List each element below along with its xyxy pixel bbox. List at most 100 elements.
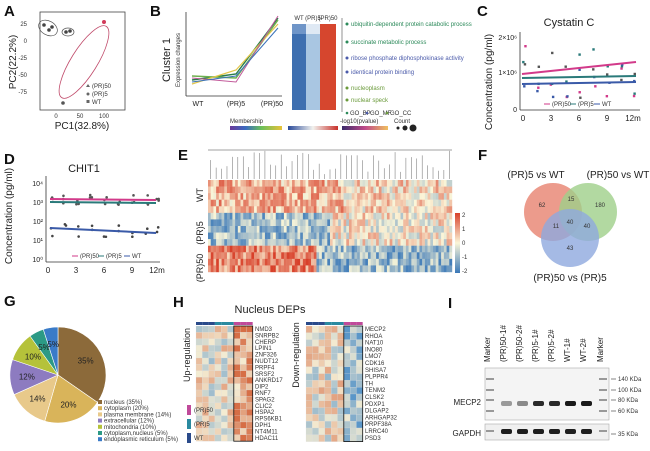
e-heat-cell bbox=[397, 226, 401, 233]
c-point bbox=[632, 94, 636, 98]
e-heat-cell bbox=[259, 232, 263, 240]
e-heat-cell bbox=[446, 252, 450, 260]
e-heat-cell bbox=[384, 232, 388, 240]
e-heat-cell bbox=[278, 219, 282, 227]
e-heat-cell bbox=[430, 219, 434, 227]
e-heat-cell bbox=[235, 239, 239, 246]
h-down-heat-cell bbox=[331, 339, 338, 347]
e-heat-cell bbox=[327, 206, 331, 214]
h-down-heat-cell bbox=[331, 434, 338, 442]
e-heat-cell bbox=[218, 226, 222, 233]
e-heat-cell bbox=[226, 206, 230, 214]
e-heat-cell bbox=[267, 265, 271, 273]
h-down-heat-cell bbox=[312, 380, 319, 388]
e-heat-cell bbox=[324, 245, 328, 253]
e-heat-cell bbox=[346, 186, 350, 194]
e-heat-cell bbox=[232, 245, 236, 253]
e-heat-cell bbox=[373, 186, 377, 194]
e-heat-cell bbox=[422, 239, 426, 246]
e-heat-cell bbox=[422, 226, 426, 233]
h-up-heat-cell bbox=[233, 332, 241, 339]
pie-legend-swatch bbox=[98, 437, 102, 442]
e-heat-cell bbox=[411, 245, 415, 253]
e-heat-cell bbox=[419, 212, 423, 220]
e-heat-cell bbox=[416, 212, 420, 220]
h-down-heat-cell bbox=[337, 332, 344, 340]
e-heat-cell bbox=[346, 239, 350, 246]
h-up-heat-cell bbox=[221, 415, 228, 423]
e-heat-cell bbox=[292, 199, 295, 207]
e-heat-cell bbox=[430, 226, 434, 233]
e-heat-cell bbox=[218, 186, 222, 194]
h-up-heat-cell bbox=[208, 325, 216, 333]
e-heat-cell bbox=[414, 206, 417, 214]
h-down-heat-cell bbox=[312, 339, 319, 347]
h-down-gene: PRPF38A bbox=[365, 422, 392, 428]
e-heat-cell bbox=[259, 206, 263, 214]
e-heat-cell bbox=[213, 252, 217, 260]
h-down-heat-cell bbox=[350, 332, 357, 340]
e-heat-cell bbox=[316, 232, 320, 240]
h-up-heat-cell bbox=[202, 370, 209, 378]
e-heat-cell bbox=[348, 186, 352, 194]
h-down-heat-cell bbox=[305, 359, 313, 367]
e-heat-cell bbox=[430, 180, 434, 187]
h-up-heat-cell bbox=[233, 357, 241, 365]
e-heat-cell bbox=[351, 186, 355, 194]
e-heat-cell bbox=[397, 265, 401, 273]
e-heat-cell bbox=[251, 265, 255, 273]
e-heat-cell bbox=[224, 226, 228, 233]
h-up-heat-cell bbox=[208, 383, 216, 391]
e-heat-cell bbox=[362, 199, 366, 207]
e-heat-cell bbox=[389, 206, 393, 214]
c-point bbox=[578, 53, 581, 56]
h-up-heat-cell bbox=[240, 364, 247, 371]
e-heat-cell bbox=[324, 239, 328, 246]
b-go-legend-marker bbox=[345, 111, 349, 115]
e-heat-cell bbox=[386, 258, 390, 266]
h-up-heat-cell bbox=[246, 428, 253, 435]
h-up-heat-cell bbox=[221, 409, 228, 416]
e-heat-cell bbox=[243, 180, 247, 187]
e-heat-cell bbox=[381, 193, 385, 200]
e-heat-cell bbox=[430, 193, 434, 200]
b-go-legend-3: GO_CC bbox=[390, 111, 412, 117]
h-up-heat-cell bbox=[202, 325, 209, 333]
e-heat-cell bbox=[248, 199, 252, 207]
e-heat-cell bbox=[321, 212, 325, 220]
h-down-heat-cell bbox=[312, 434, 319, 442]
e-heat-cell bbox=[441, 252, 445, 260]
e-heat-cell bbox=[433, 212, 436, 220]
e-heat-cell bbox=[278, 232, 282, 240]
h-up-heat-cell bbox=[208, 345, 216, 352]
e-heat-cell bbox=[343, 239, 347, 246]
e-heat-cell bbox=[311, 226, 314, 233]
e-heat-cell bbox=[443, 226, 447, 233]
e-heat-cell bbox=[213, 186, 217, 194]
e-heat-cell bbox=[351, 265, 355, 273]
h-down-heat-cell bbox=[343, 400, 351, 408]
h-down-heat-cell bbox=[312, 421, 319, 429]
h-down-heat-cell bbox=[305, 387, 313, 395]
e-heat-cell bbox=[332, 193, 336, 200]
e-heat-cell bbox=[264, 186, 268, 194]
e-heat-cell bbox=[389, 186, 393, 194]
e-heat-cell bbox=[270, 193, 274, 200]
e-heat-cell bbox=[427, 206, 431, 214]
h-down-heat-cell bbox=[337, 387, 344, 395]
h-up-heat-cell bbox=[221, 351, 228, 359]
e-heat-cell bbox=[416, 226, 420, 233]
e-heat-cell bbox=[327, 199, 331, 207]
e-heat-cell bbox=[311, 193, 314, 200]
e-heat-cell bbox=[221, 252, 225, 260]
e-heat-cell bbox=[278, 199, 282, 207]
d-legend-3: WT bbox=[132, 254, 142, 260]
e-heat-cell bbox=[427, 252, 431, 260]
a-point bbox=[68, 29, 72, 33]
e-heat-cell bbox=[232, 252, 236, 260]
e-heat-cell bbox=[384, 206, 388, 214]
h-down-heat-cell bbox=[312, 332, 319, 340]
c-point bbox=[565, 80, 568, 83]
h-down-heat-cell bbox=[324, 407, 332, 415]
e-heat-cell bbox=[395, 186, 398, 194]
